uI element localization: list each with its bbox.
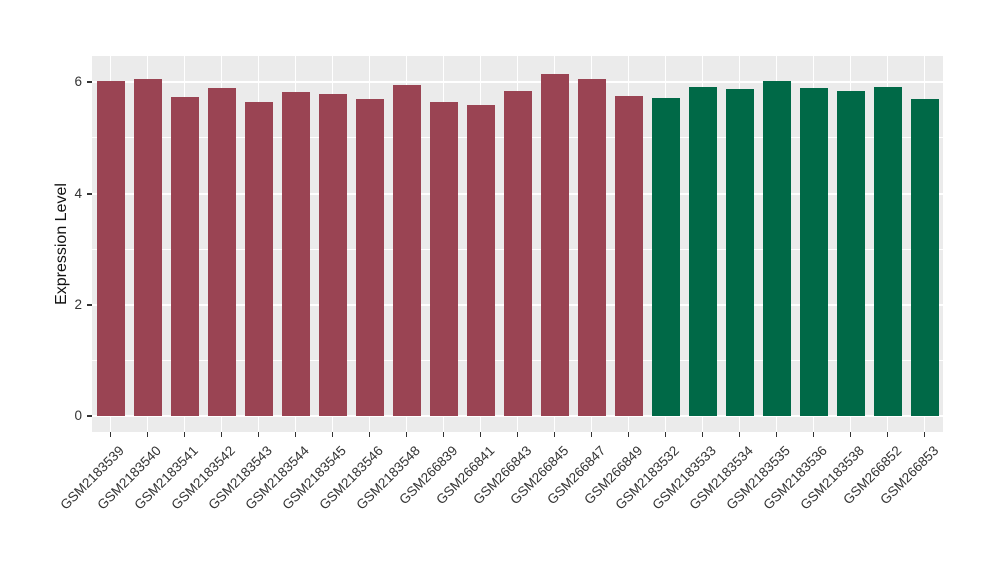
bar xyxy=(836,90,865,417)
bar xyxy=(540,74,569,417)
bar xyxy=(133,79,162,417)
bar xyxy=(170,96,199,417)
y-tick-label: 2 xyxy=(74,297,82,312)
x-tick-mark xyxy=(183,432,186,437)
y-tick-label: 0 xyxy=(74,408,82,424)
bar xyxy=(614,96,643,417)
bar xyxy=(318,93,347,417)
y-tick-mark xyxy=(87,81,92,84)
x-tick-mark xyxy=(553,432,556,437)
bar xyxy=(873,87,902,417)
x-tick-mark xyxy=(294,432,297,437)
bar xyxy=(577,79,606,417)
bar xyxy=(392,85,421,417)
x-tick-mark xyxy=(886,432,889,437)
bar xyxy=(281,91,310,417)
plot-panel xyxy=(92,56,943,432)
bar xyxy=(910,98,939,417)
x-tick-mark xyxy=(812,432,815,437)
x-tick-mark xyxy=(627,432,630,437)
x-tick-mark xyxy=(923,432,926,437)
x-tick-mark xyxy=(664,432,667,437)
x-tick-mark xyxy=(220,432,223,437)
x-tick-mark xyxy=(590,432,593,437)
bar xyxy=(96,80,125,417)
y-tick-mark xyxy=(87,304,92,306)
x-tick-mark xyxy=(109,432,112,437)
x-tick-mark xyxy=(331,432,334,437)
bar xyxy=(651,98,680,417)
x-tick-mark xyxy=(849,432,852,437)
x-tick-mark xyxy=(442,432,445,437)
x-tick-mark xyxy=(775,432,778,437)
bar xyxy=(503,91,532,417)
bar xyxy=(207,88,236,417)
x-tick-mark xyxy=(368,432,371,437)
x-tick-mark xyxy=(516,432,519,437)
bar xyxy=(799,87,828,417)
bar xyxy=(725,88,754,417)
bar xyxy=(688,86,717,417)
x-tick-mark xyxy=(146,432,149,437)
bar xyxy=(762,80,791,417)
x-tick-mark xyxy=(257,432,260,437)
x-tick-mark xyxy=(405,432,408,437)
x-tick-mark xyxy=(479,432,482,437)
x-tick-mark xyxy=(701,432,704,437)
y-tick-label: 4 xyxy=(74,185,82,201)
bar xyxy=(429,102,458,417)
bar xyxy=(244,101,273,417)
y-tick-label: 6 xyxy=(74,74,82,90)
bar xyxy=(355,99,384,417)
y-tick-mark xyxy=(87,415,92,418)
y-tick-mark xyxy=(87,192,92,195)
x-tick-mark xyxy=(738,432,741,437)
bar xyxy=(466,105,495,417)
